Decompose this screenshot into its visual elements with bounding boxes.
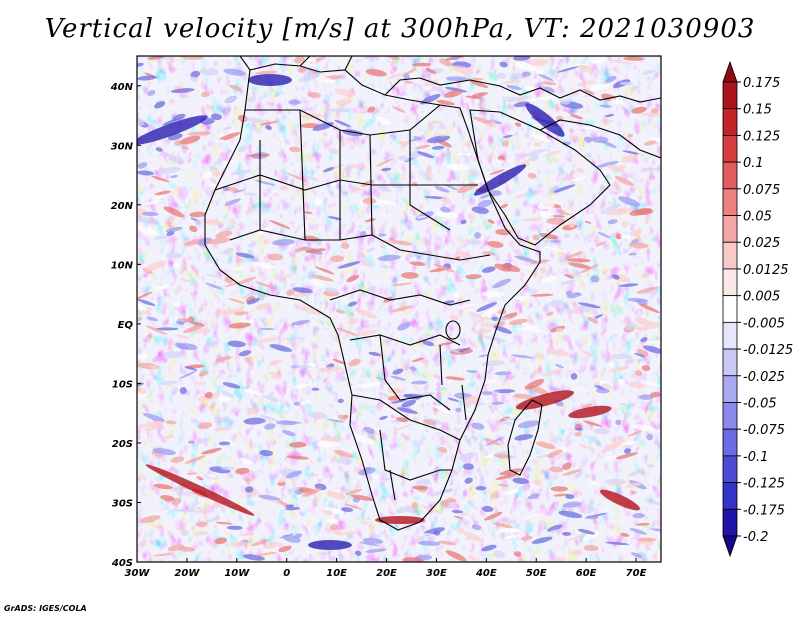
colorbar-swatch [722, 321, 738, 350]
x-tick-label: 30W [125, 568, 151, 579]
colorbar-label: -0.2 [743, 530, 768, 545]
colorbar-swatch [722, 535, 738, 558]
colorbar: 0.175 0.15 0.125 0.1 0.075 0.05 0.025 0.0125 0.0… [722, 60, 793, 558]
y-axis-ticks: 40N 30N 20N 10N EQ 10S 20S 30S 40S [110, 82, 141, 569]
colorbar-label: 0.15 [743, 103, 772, 118]
y-tick-label: 20N [111, 201, 134, 212]
x-tick-label: 0 [283, 568, 290, 579]
colorbar-label: 0.075 [743, 183, 780, 198]
y-tick-label: 20S [112, 439, 133, 450]
x-axis-ticks: 30W 20W 10W 0 10E 20E 30E 40E 50E 60E 70E [125, 558, 647, 579]
y-tick-label: 30N [111, 141, 134, 152]
colorbar-swatch [722, 402, 738, 430]
colorbar-swatch [722, 60, 738, 83]
x-tick-label: 50E [526, 568, 547, 579]
colorbar-label: 0.005 [743, 290, 780, 305]
colorbar-label: -0.005 [743, 316, 785, 331]
x-tick-label: 10W [224, 568, 250, 579]
colorbar-label: 0.025 [743, 236, 780, 251]
colorbar-swatch [722, 455, 738, 483]
colorbar-swatch [722, 161, 738, 190]
colorbar-label: 0.175 [743, 76, 780, 91]
colorbar-swatch [722, 508, 738, 537]
colorbar-swatch [722, 188, 738, 216]
colorbar-swatch [722, 268, 738, 297]
y-tick-label: 40S [111, 558, 133, 569]
colorbar-swatch [722, 81, 738, 110]
x-tick-label: 20W [174, 568, 200, 579]
colorbar-swatch [722, 375, 738, 403]
colorbar-label: 0.0125 [743, 263, 789, 278]
x-tick-label: 10E [326, 568, 347, 579]
x-tick-label: 70E [626, 568, 647, 579]
colorbar-swatch [722, 135, 738, 163]
colorbar-label: -0.1 [743, 450, 768, 465]
grads-credit: GrADS: IGES/COLA [4, 604, 87, 613]
colorbar-label: 0.05 [743, 210, 772, 225]
colorbar-label: -0.025 [743, 370, 785, 385]
colorbar-label: -0.0125 [743, 343, 793, 358]
y-tick-label: 40N [110, 82, 134, 93]
colorbar-swatch [722, 108, 738, 136]
colorbar-label: -0.05 [743, 396, 777, 411]
colorbar-swatch [722, 295, 738, 323]
colorbar-swatch [722, 428, 738, 457]
colorbar-swatch [722, 241, 738, 270]
colorbar-label: -0.175 [743, 503, 785, 518]
x-tick-label: 30E [426, 568, 447, 579]
map-title: Vertical velocity [m/s] at 300hPa, VT: 2… [44, 14, 756, 44]
colorbar-swatch [722, 215, 738, 243]
colorbar-label: 0.1 [743, 156, 764, 171]
colorbar-label: -0.125 [743, 477, 785, 492]
colorbar-label: 0.125 [743, 129, 780, 144]
vertical-velocity-field [137, 56, 661, 562]
y-tick-label: 10N [111, 260, 134, 271]
colorbar-label: -0.075 [743, 423, 785, 438]
y-tick-label: 10S [112, 379, 133, 390]
x-tick-label: 60E [576, 568, 597, 579]
x-tick-label: 40E [475, 568, 497, 579]
x-tick-label: 20E [376, 568, 397, 579]
y-tick-label: EQ [118, 320, 134, 331]
colorbar-swatch [722, 482, 738, 510]
coastlines [204, 56, 661, 531]
colorbar-swatch [722, 348, 738, 377]
map-frame [136, 55, 662, 563]
y-tick-label: 30S [112, 498, 133, 509]
